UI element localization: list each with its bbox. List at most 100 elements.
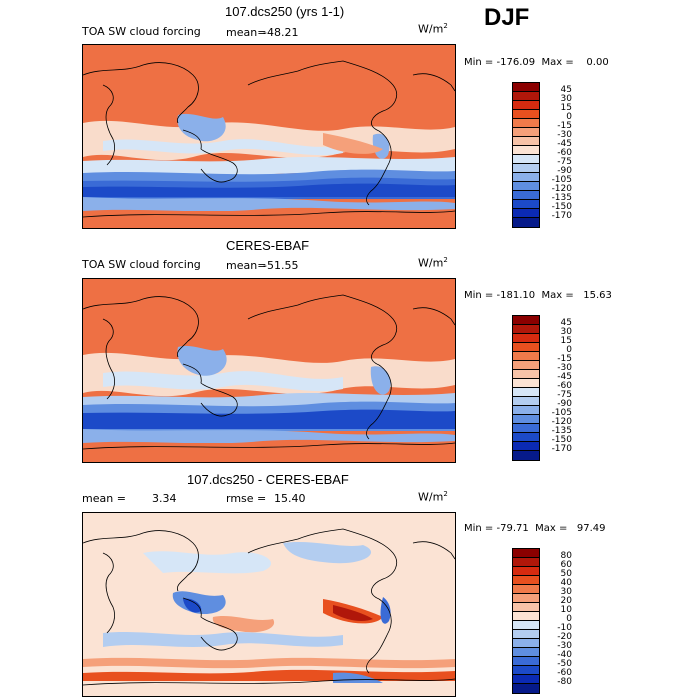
colorbar-tick-label: -30 — [557, 130, 572, 140]
colorbar-swatch — [513, 415, 539, 424]
colorbar-tick-label: -30 — [557, 641, 572, 651]
colorbar-swatch — [513, 316, 539, 325]
colorbar-swatch — [513, 567, 539, 576]
colorbar-swatch — [513, 325, 539, 334]
colorbar-swatch — [513, 361, 539, 370]
colorbar-tick-label: -45 — [557, 139, 572, 149]
colorbar-tick-label: -60 — [557, 148, 572, 158]
colorbar-swatch — [513, 388, 539, 397]
colorbar-tick-label: 40 — [560, 578, 572, 588]
colorbar-swatch — [513, 119, 539, 128]
colorbar-tick-label: 0 — [566, 614, 572, 624]
colorbar-tick-label: 45 — [560, 318, 572, 328]
colorbar-tick-label: -20 — [557, 632, 572, 642]
panel2-map — [82, 278, 456, 463]
panel3-units: W/m2 — [418, 490, 448, 504]
panel3-rmse-value: 15.40 — [274, 492, 306, 505]
panel2-colorbar — [512, 315, 540, 461]
colorbar-tick-label: 0 — [566, 345, 572, 355]
colorbar-tick-label: 50 — [560, 569, 572, 579]
panel2-field-label: TOA SW cloud forcing — [82, 258, 201, 271]
panel2-units: W/m2 — [418, 256, 448, 270]
colorbar-swatch — [513, 549, 539, 558]
colorbar-swatch — [513, 666, 539, 675]
colorbar-swatch — [513, 684, 539, 693]
colorbar-tick-label: -105 — [551, 408, 572, 418]
colorbar-swatch — [513, 343, 539, 352]
panel1-map — [82, 44, 456, 229]
colorbar-tick-label: -150 — [551, 435, 572, 445]
colorbar-swatch — [513, 128, 539, 137]
panel2-title: CERES-EBAF — [226, 238, 310, 253]
colorbar-swatch — [513, 209, 539, 218]
colorbar-swatch — [513, 110, 539, 119]
colorbar-tick-label: -75 — [557, 390, 572, 400]
colorbar-swatch — [513, 576, 539, 585]
colorbar-swatch — [513, 424, 539, 433]
colorbar-tick-label: -40 — [557, 650, 572, 660]
colorbar-tick-label: -10 — [557, 623, 572, 633]
colorbar-tick-label: -60 — [557, 668, 572, 678]
season-label: DJF — [484, 4, 530, 31]
panel1-mean-label: mean= — [226, 26, 267, 39]
colorbar-swatch — [513, 451, 539, 460]
colorbar-tick-label: -80 — [557, 677, 572, 687]
colorbar-tick-label: -120 — [551, 184, 572, 194]
colorbar-tick-label: 80 — [560, 551, 572, 561]
colorbar-swatch — [513, 164, 539, 173]
colorbar-tick-label: -135 — [551, 193, 572, 203]
panel1-title: 107.dcs250 (yrs 1-1) — [225, 4, 345, 19]
colorbar-swatch — [513, 101, 539, 110]
panel2-minmax: Min = -181.10 Max = 15.63 — [464, 290, 612, 301]
colorbar-swatch — [513, 558, 539, 567]
colorbar-tick-label: 30 — [560, 94, 572, 104]
colorbar-tick-label: -50 — [557, 659, 572, 669]
colorbar-swatch — [513, 639, 539, 648]
colorbar-swatch — [513, 370, 539, 379]
colorbar-swatch — [513, 442, 539, 451]
colorbar-tick-label: 0 — [566, 112, 572, 122]
panel1-minmax: Min = -176.09 Max = 0.00 — [464, 57, 609, 68]
colorbar-tick-label: 60 — [560, 560, 572, 570]
panel2-mean-value: -51.55 — [263, 259, 299, 272]
colorbar-tick-label: 20 — [560, 596, 572, 606]
colorbar-swatch — [513, 200, 539, 209]
colorbar-tick-label: -15 — [557, 121, 572, 131]
colorbar-swatch — [513, 137, 539, 146]
panel1-colorbar — [512, 82, 540, 228]
colorbar-tick-label: -150 — [551, 202, 572, 212]
colorbar-swatch — [513, 352, 539, 361]
colorbar-swatch — [513, 603, 539, 612]
colorbar-swatch — [513, 594, 539, 603]
colorbar-tick-label: -120 — [551, 417, 572, 427]
colorbar-swatch — [513, 657, 539, 666]
colorbar-swatch — [513, 379, 539, 388]
panel1-units: W/m2 — [418, 22, 448, 36]
colorbar-swatch — [513, 155, 539, 164]
colorbar-tick-label: -30 — [557, 363, 572, 373]
colorbar-tick-label: -75 — [557, 157, 572, 167]
colorbar-tick-label: -135 — [551, 426, 572, 436]
colorbar-swatch — [513, 630, 539, 639]
panel2-colorbar-ticks: 45 30 15 0 -15 -30 -45 -60 -75 -90 -105 -120 -135 -15… — [538, 315, 578, 461]
panel3-mean-value: 3.34 — [152, 492, 177, 505]
colorbar-tick-label: -105 — [551, 175, 572, 185]
colorbar-swatch — [513, 406, 539, 415]
colorbar-tick-label: -45 — [557, 372, 572, 382]
panel3-rmse-label: rmse = — [226, 492, 267, 505]
colorbar-tick-label: 45 — [560, 85, 572, 95]
panel3-title: 107.dcs250 - CERES-EBAF — [187, 472, 349, 487]
panel1-colorbar-ticks: 45 30 15 0 -15 -30 -45 -60 -75 -90 -105 -120 -135 -15… — [538, 82, 578, 228]
colorbar-tick-label: 30 — [560, 587, 572, 597]
panel2-mean-label: mean= — [226, 259, 267, 272]
colorbar-tick-label: 15 — [560, 336, 572, 346]
panel1-mean-value: -48.21 — [263, 26, 299, 39]
colorbar-swatch — [513, 218, 539, 227]
colorbar-swatch — [513, 675, 539, 684]
colorbar-swatch — [513, 648, 539, 657]
colorbar-swatch — [513, 433, 539, 442]
colorbar-swatch — [513, 397, 539, 406]
panel3-colorbar — [512, 548, 540, 694]
colorbar-swatch — [513, 191, 539, 200]
colorbar-swatch — [513, 585, 539, 594]
